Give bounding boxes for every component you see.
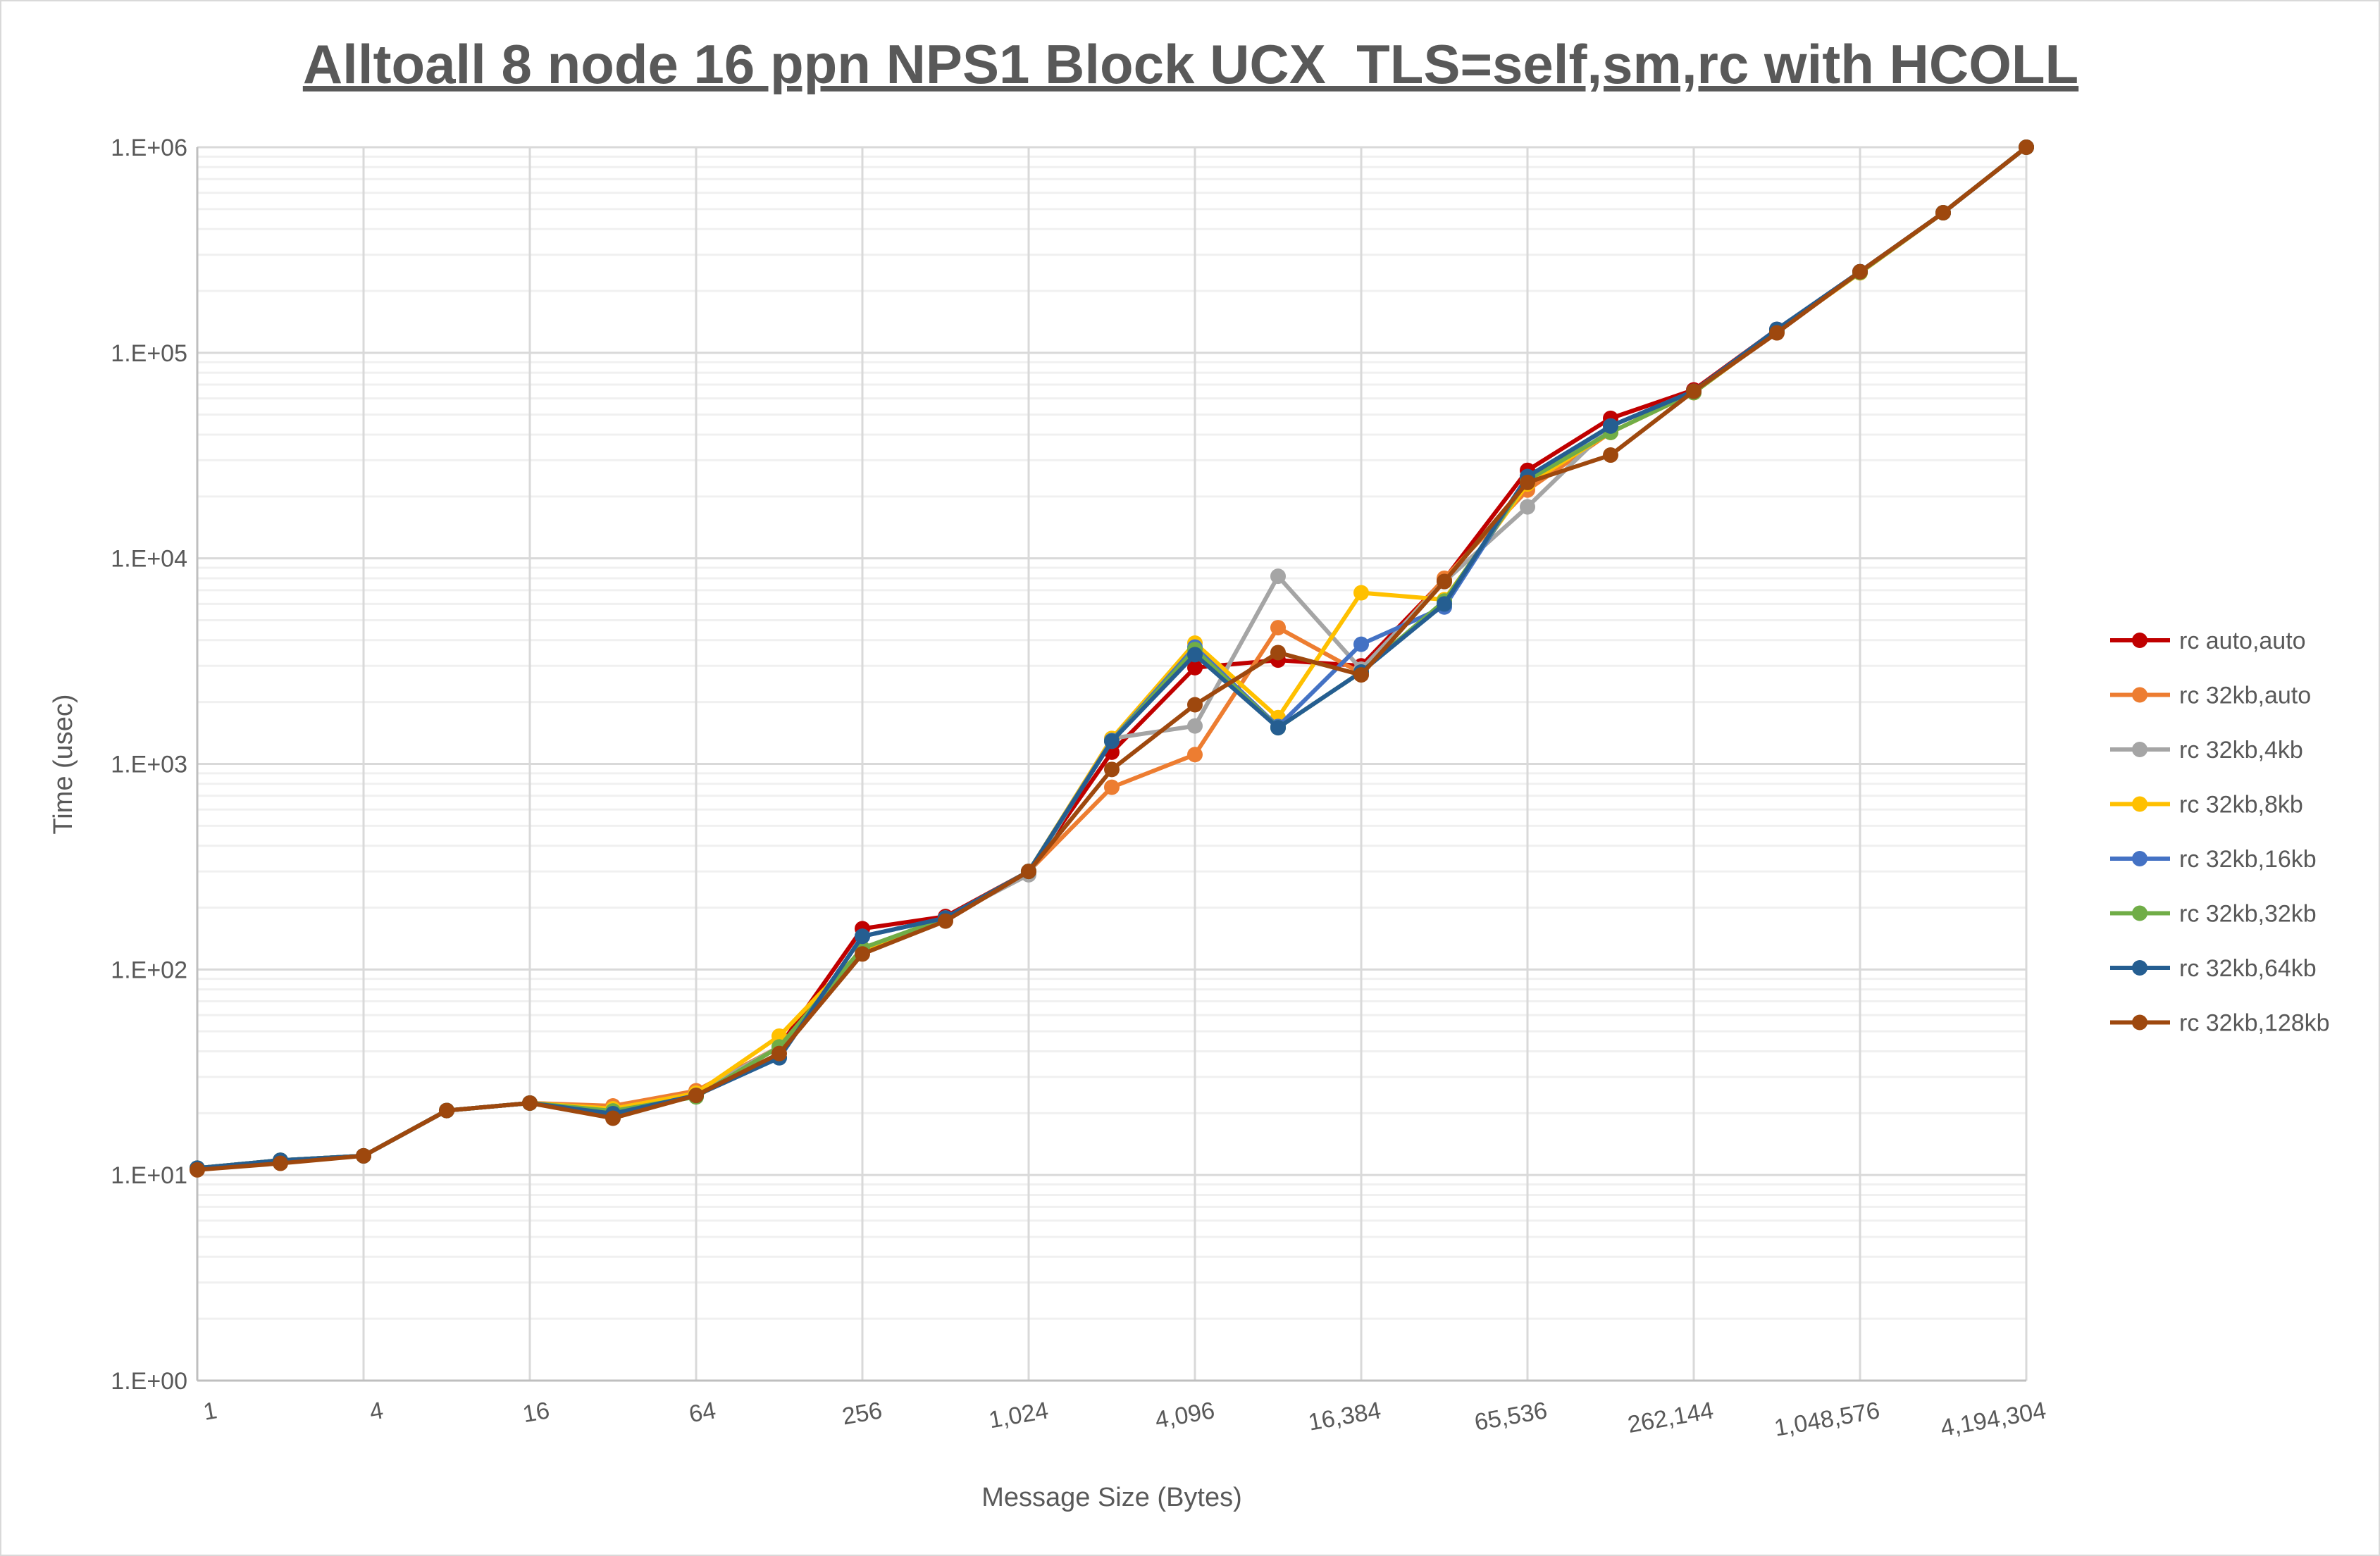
y-tick-label: 1.E+01 [111, 1162, 187, 1189]
x-tick-label: 64 [687, 1397, 718, 1428]
y-tick-label: 1.E+03 [111, 752, 187, 778]
data-point [273, 1155, 288, 1171]
data-point [1270, 620, 1286, 636]
data-point [605, 1110, 621, 1126]
legend-label: rc 32kb,16kb [2179, 846, 2317, 873]
data-point [1437, 596, 1452, 612]
y-tick-label: 1.E+04 [111, 546, 187, 573]
data-point [1270, 568, 1286, 585]
data-point [1104, 779, 1120, 795]
legend-item: rc auto,auto [2110, 628, 2306, 654]
data-point [855, 946, 870, 962]
legend-item: rc 32kb,4kb [2110, 737, 2303, 764]
legend-swatch-marker [2132, 1014, 2147, 1031]
x-tick-label: 1,048,576 [1772, 1397, 1882, 1442]
chart-title: Alltoall 8 node 16 ppn NPS1 Block UCX_TL… [303, 33, 2078, 95]
data-point [1270, 720, 1286, 736]
data-point [1520, 474, 1535, 490]
legend-label: rc auto,auto [2179, 628, 2306, 654]
y-tick-label: 1.E+00 [111, 1368, 187, 1395]
x-tick-label: 4,096 [1153, 1397, 1217, 1433]
legend-label: rc 32kb,64kb [2179, 955, 2317, 982]
series-rc-32kb-16kb [190, 139, 2034, 1176]
legend-swatch-marker [2132, 687, 2147, 703]
data-point [1187, 718, 1203, 734]
series-rc-32kb-128kb [190, 139, 2034, 1178]
legend-label: rc 32kb,32kb [2179, 901, 2317, 928]
legend-swatch-marker [2132, 905, 2147, 921]
data-point [1187, 697, 1203, 713]
x-tick-label: 16,384 [1306, 1397, 1383, 1436]
series-rc-32kb-32kb [190, 139, 2034, 1176]
gridlines [196, 146, 2028, 1382]
data-point [1353, 667, 1369, 683]
series-lines [190, 139, 2034, 1178]
series-rc-auto-auto [190, 139, 2034, 1176]
x-axis-label: Message Size (Bytes) [981, 1483, 1242, 1512]
series-rc-32kb-8kb [190, 139, 2034, 1176]
data-point [356, 1147, 371, 1164]
data-point [439, 1102, 454, 1119]
legend-item: rc 32kb,8kb [2110, 792, 2303, 819]
data-point [1603, 447, 1618, 463]
data-point [1104, 761, 1120, 778]
legend-swatch-marker [2132, 633, 2147, 648]
data-point [1187, 659, 1203, 676]
y-axis-label: Time (usec) [49, 694, 78, 834]
data-point [1353, 636, 1369, 652]
legend-swatch-marker [2132, 796, 2147, 812]
x-tick-label: 16 [521, 1397, 552, 1428]
data-point [771, 1045, 787, 1062]
legend-item: rc 32kb,128kb [2110, 1010, 2330, 1037]
data-point [855, 928, 870, 945]
data-point [1104, 733, 1120, 749]
series-rc-32kb-4kb [190, 139, 2034, 1176]
legend-label: rc 32kb,4kb [2179, 737, 2303, 764]
x-tick-label: 65,536 [1473, 1397, 1549, 1436]
data-point [688, 1088, 704, 1104]
data-point [1270, 645, 1286, 661]
legend: rc auto,auto rc 32kb,auto rc 32kb,4kb rc 32… [2110, 628, 2330, 1037]
legend-item: rc 32kb,16kb [2110, 846, 2317, 873]
legend-swatch-marker [2132, 960, 2147, 976]
data-point [190, 1162, 205, 1178]
data-point [1935, 205, 1951, 221]
x-tick-label: 262,144 [1625, 1397, 1716, 1438]
x-tick-label: 4 [368, 1397, 385, 1426]
legend-item: rc 32kb,64kb [2110, 955, 2317, 982]
x-tick-label: 1 [202, 1397, 219, 1426]
y-tick-label: 1.E+05 [111, 340, 187, 367]
data-point [1769, 325, 1785, 341]
series-line [197, 145, 2028, 1172]
y-tick-label: 1.E+02 [111, 957, 187, 983]
data-point [1852, 263, 1868, 280]
data-point [1686, 383, 1702, 399]
data-point [1437, 573, 1452, 590]
data-point [1603, 418, 1618, 434]
legend-label: rc 32kb,auto [2179, 683, 2311, 709]
data-point [1187, 747, 1203, 763]
data-point [1520, 499, 1535, 515]
series-rc-32kb-64kb [190, 139, 2034, 1176]
data-point [1021, 864, 1036, 880]
legend-item: rc 32kb,32kb [2110, 901, 2317, 928]
series-rc-32kb-auto [190, 139, 2034, 1176]
legend-label: rc 32kb,8kb [2179, 792, 2303, 819]
y-tick-label: 1.E+06 [111, 135, 187, 161]
legend-swatch-marker [2132, 851, 2147, 866]
data-point [1353, 585, 1369, 601]
x-tick-label: 1,024 [987, 1397, 1050, 1433]
legend-item: rc 32kb,auto [2110, 683, 2311, 709]
data-point [1187, 647, 1203, 663]
x-tick-label: 4,194,304 [1938, 1397, 2048, 1442]
data-point [938, 913, 953, 929]
data-point [522, 1095, 538, 1111]
legend-swatch-marker [2132, 742, 2147, 757]
legend-label: rc 32kb,128kb [2179, 1010, 2330, 1037]
x-tick-label: 256 [840, 1397, 884, 1430]
data-point [2019, 139, 2034, 155]
